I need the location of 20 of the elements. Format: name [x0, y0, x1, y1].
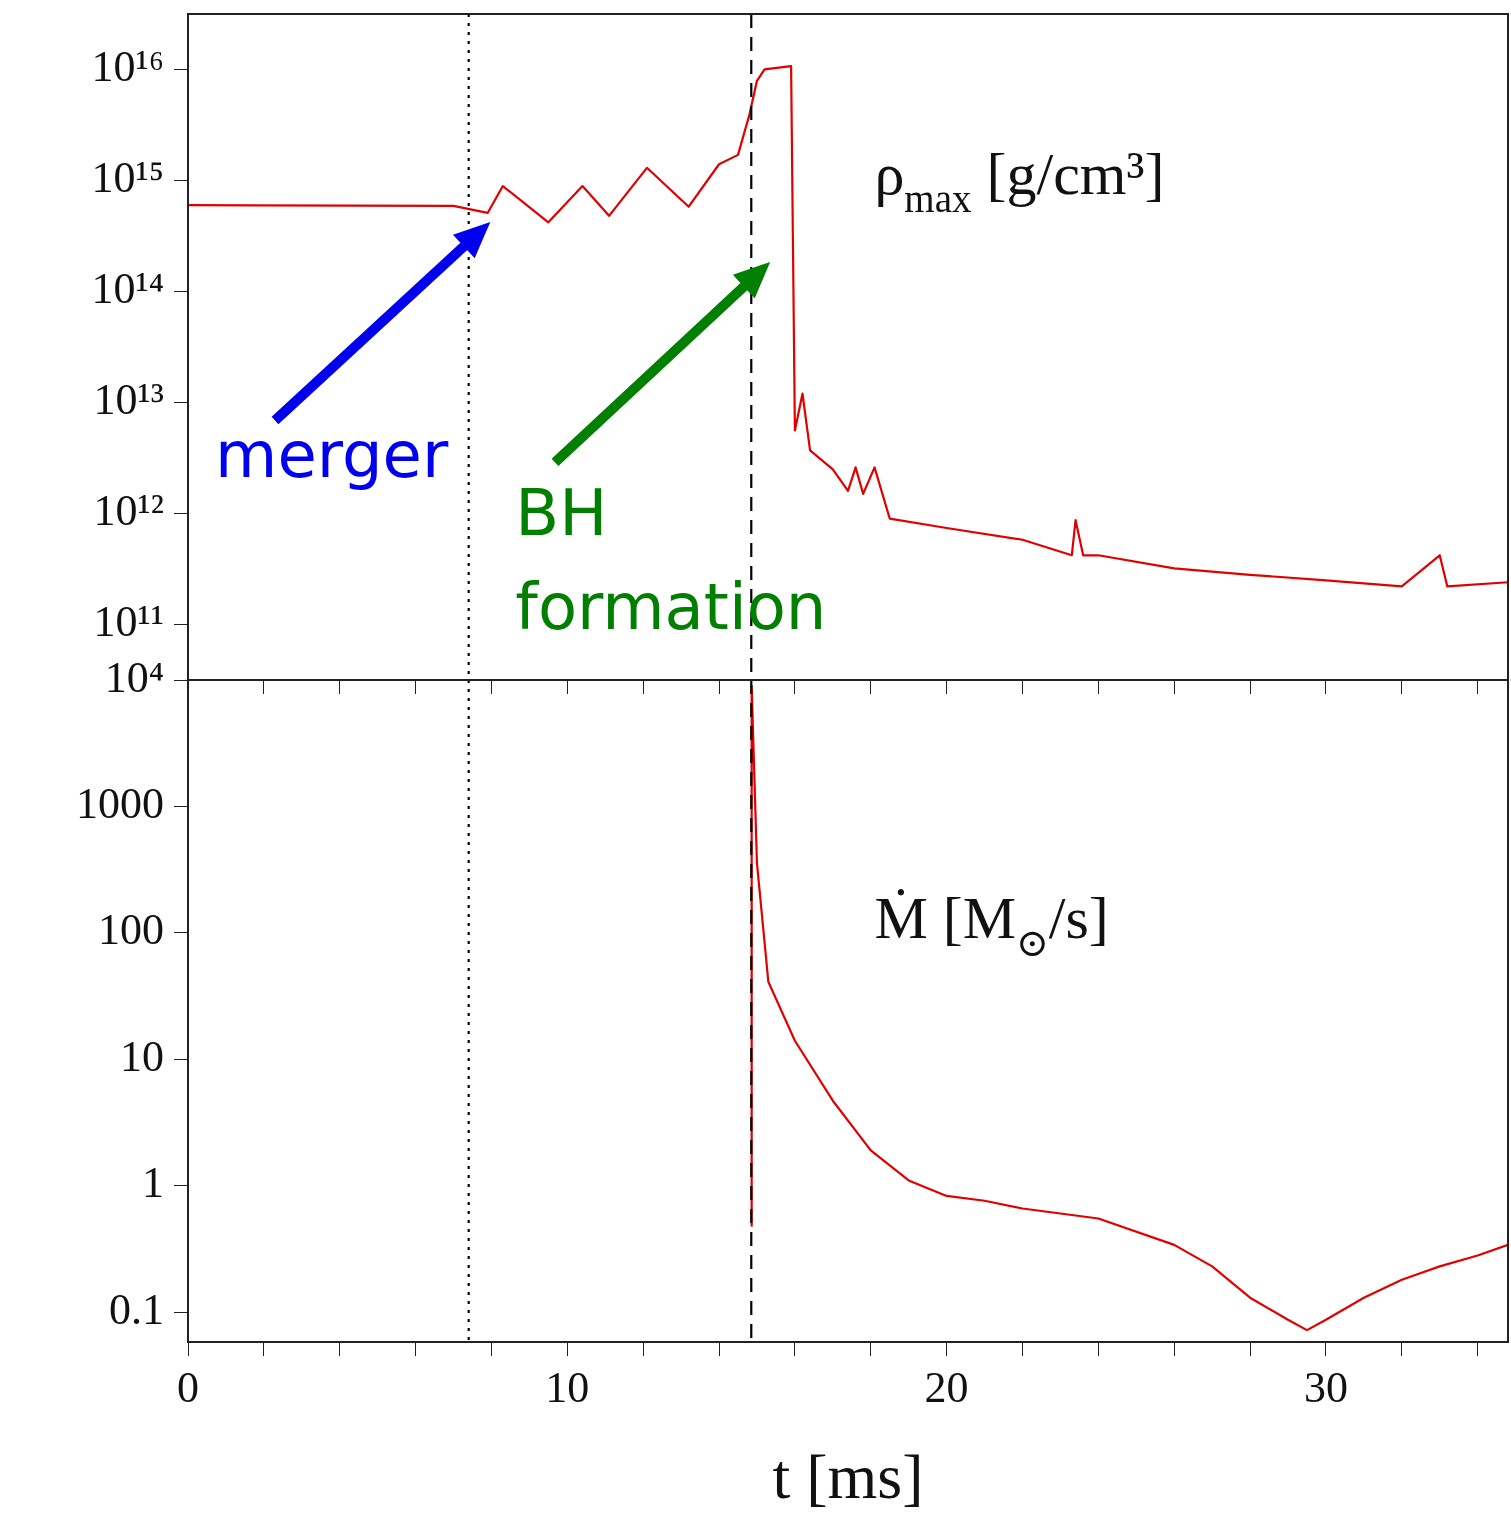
y-tick-label: 10¹²: [93, 486, 164, 536]
annotation: BH formation: [515, 475, 827, 644]
annotation: merger: [215, 417, 449, 492]
y-tick-label: 10: [120, 1031, 164, 1081]
y-tick-label: 10¹⁴: [91, 264, 164, 314]
x-tick-label: 0: [177, 1362, 199, 1412]
y-tick-label: 0.1: [109, 1284, 164, 1334]
y-tick-label: 1: [142, 1158, 164, 1208]
y-tick-label: 10¹⁶: [91, 42, 164, 92]
x-tick-label: 20: [924, 1362, 969, 1412]
y-tick-label: 100: [98, 905, 164, 955]
y-tick-label: 10⁴: [104, 652, 164, 702]
y-axis-title: Ṁ [M⊙/s]: [874, 885, 1109, 965]
y-tick-label: 10¹⁵: [91, 153, 164, 203]
y-tick-label: 1000: [76, 778, 164, 828]
y-tick-label: 10¹³: [93, 375, 164, 425]
x-axis-title: t [ms]: [772, 1441, 924, 1513]
y-tick-label: 10¹¹: [93, 597, 164, 647]
x-tick-label: 30: [1303, 1362, 1348, 1412]
x-tick-label: 10: [545, 1362, 590, 1412]
